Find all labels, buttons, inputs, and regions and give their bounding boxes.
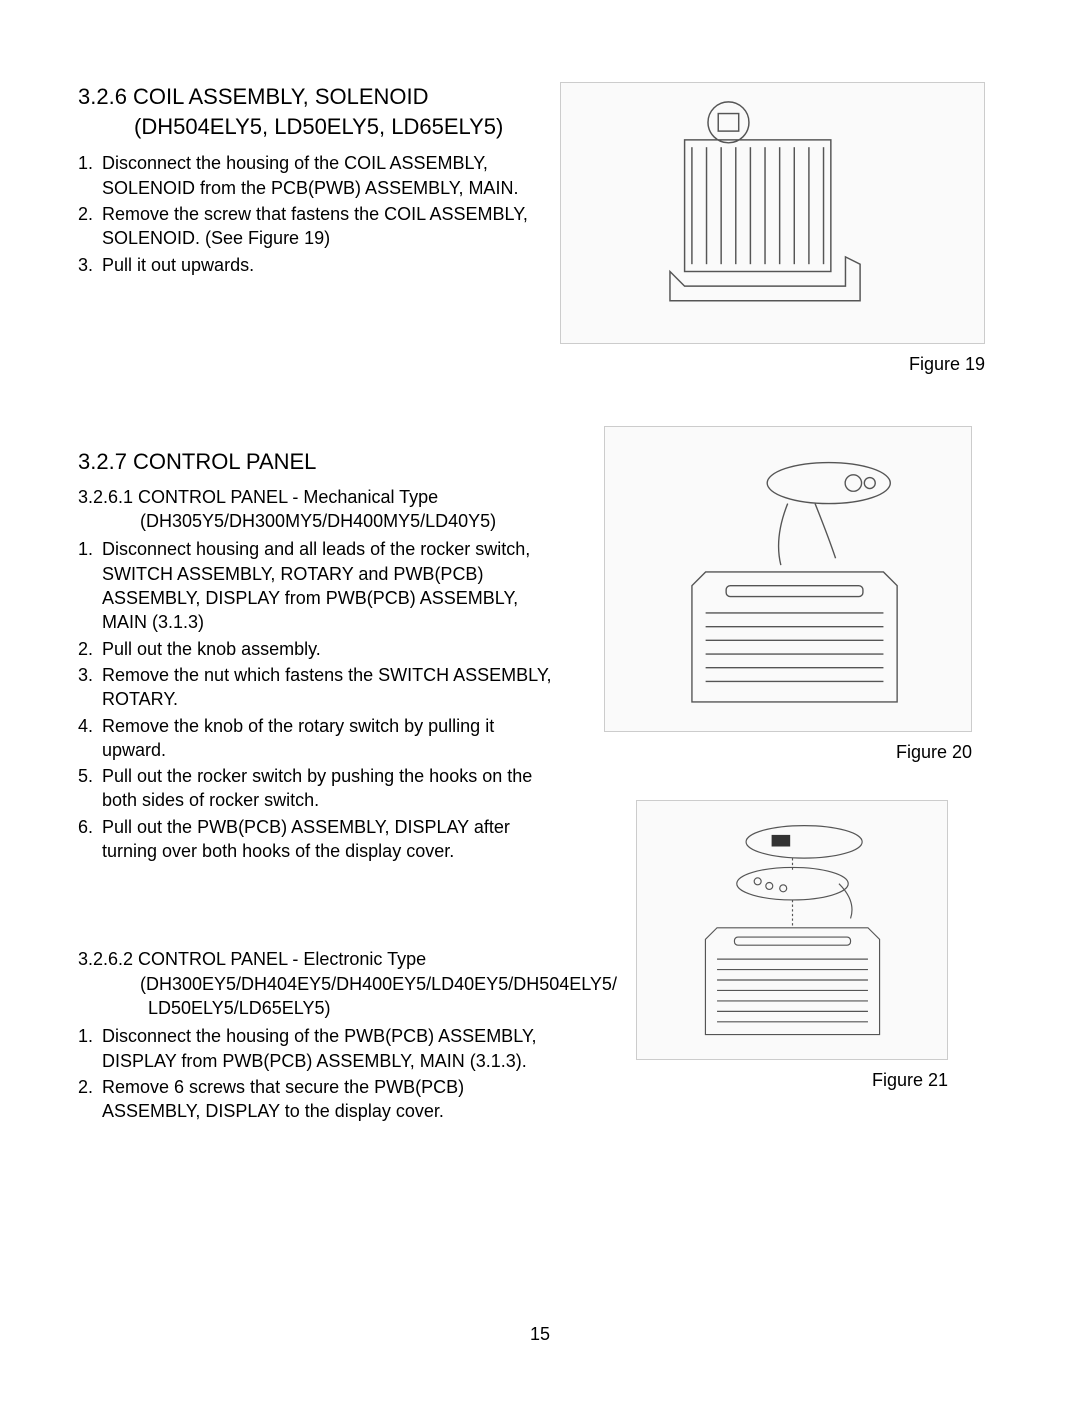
list-item: 1.Disconnect the housing of the PWB(PCB)…	[78, 1024, 558, 1073]
figure-21-block: Figure 21	[636, 800, 948, 1091]
subsection-3262-steps: 1.Disconnect the housing of the PWB(PCB)…	[78, 1024, 558, 1123]
list-item: 1.Disconnect housing and all leads of th…	[78, 537, 558, 634]
step-text: Pull out the PWB(PCB) ASSEMBLY, DISPLAY …	[102, 815, 558, 864]
list-item: 2.Remove 6 screws that secure the PWB(PC…	[78, 1075, 558, 1124]
list-item: 4.Remove the knob of the rotary switch b…	[78, 714, 558, 763]
step-text: Disconnect the housing of the PWB(PCB) A…	[102, 1024, 558, 1073]
step-text: Pull out the knob assembly.	[102, 637, 558, 661]
page-number: 15	[0, 1324, 1080, 1345]
figure-20-label: Figure 20	[604, 742, 972, 763]
list-item: 1.Disconnect the housing of the COIL ASS…	[78, 151, 558, 200]
step-text: Remove the knob of the rotary switch by …	[102, 714, 558, 763]
figure-21-label: Figure 21	[636, 1070, 948, 1091]
step-number: 1.	[78, 537, 96, 634]
step-number: 4.	[78, 714, 96, 763]
step-number: 1.	[78, 151, 96, 200]
step-text: Remove 6 screws that secure the PWB(PCB)…	[102, 1075, 558, 1124]
step-number: 2.	[78, 202, 96, 251]
subsection-3261-steps: 1.Disconnect housing and all leads of th…	[78, 537, 558, 863]
list-item: 2.Remove the screw that fastens the COIL…	[78, 202, 558, 251]
figure-20-image	[604, 426, 972, 732]
figure-21-svg	[653, 814, 932, 1046]
step-text: Disconnect housing and all leads of the …	[102, 537, 558, 634]
subsub-3262-l1: 3.2.6.2 CONTROL PANEL - Electronic Type	[78, 949, 426, 969]
section-326-steps: 1.Disconnect the housing of the COIL ASS…	[78, 151, 558, 276]
figure-19-block: Figure 19	[560, 82, 985, 375]
list-item: 2.Pull out the knob assembly.	[78, 637, 558, 661]
figure-19-label: Figure 19	[560, 354, 985, 375]
step-text: Remove the nut which fastens the SWITCH …	[102, 663, 558, 712]
step-number: 5.	[78, 764, 96, 813]
list-item: 3.Pull it out upwards.	[78, 253, 558, 277]
heading-326-l1: 3.2.6 COIL ASSEMBLY, SOLENOID	[78, 84, 429, 109]
list-item: 6.Pull out the PWB(PCB) ASSEMBLY, DISPLA…	[78, 815, 558, 864]
step-number: 3.	[78, 253, 96, 277]
list-item: 5.Pull out the rocker switch by pushing …	[78, 764, 558, 813]
step-number: 6.	[78, 815, 96, 864]
list-item: 3.Remove the nut which fastens the SWITC…	[78, 663, 558, 712]
step-number: 1.	[78, 1024, 96, 1073]
figure-20-svg	[623, 442, 952, 716]
step-text: Disconnect the housing of the COIL ASSEM…	[102, 151, 558, 200]
figure-19-image	[560, 82, 985, 344]
step-text: Remove the screw that fastens the COIL A…	[102, 202, 558, 251]
step-number: 2.	[78, 637, 96, 661]
figure-19-svg	[582, 96, 963, 330]
step-number: 2.	[78, 1075, 96, 1124]
step-text: Pull out the rocker switch by pushing th…	[102, 764, 558, 813]
figure-21-image	[636, 800, 948, 1060]
figure-20-block: Figure 20	[604, 426, 972, 763]
step-number: 3.	[78, 663, 96, 712]
step-text: Pull it out upwards.	[102, 253, 558, 277]
subsub-3261-l1: 3.2.6.1 CONTROL PANEL - Mechanical Type	[78, 487, 438, 507]
